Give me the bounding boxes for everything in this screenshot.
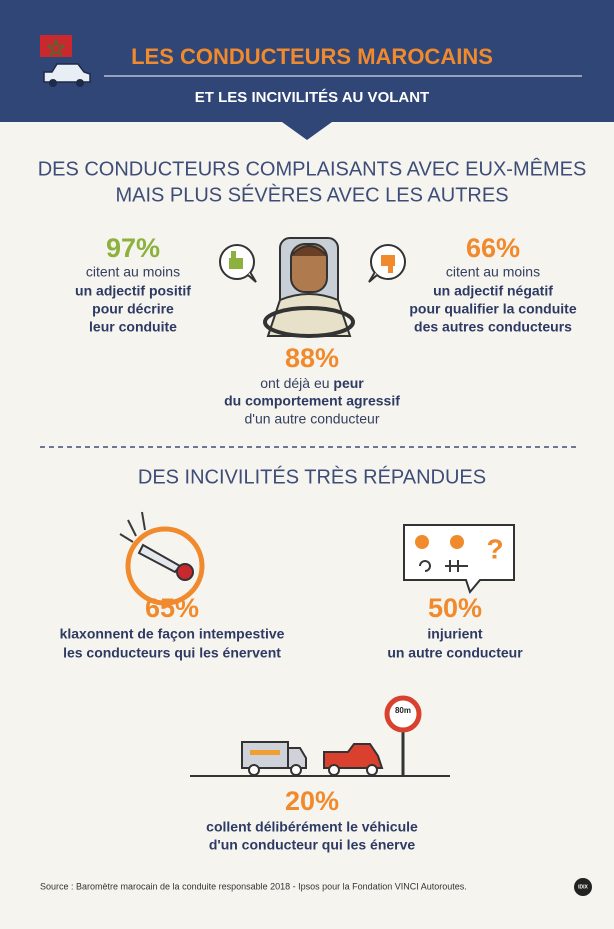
stat-text: citent au moins xyxy=(446,264,540,280)
stat-text: ont déjà eu xyxy=(260,375,329,391)
section-heading: MAIS PLUS SÉVÈRES AVEC LES AUTRES xyxy=(115,183,508,206)
tailgating-icon: 80m xyxy=(190,695,450,777)
stat-text: un autre conducteur xyxy=(387,645,523,661)
source: Source : Baromètre marocain de la condui… xyxy=(40,881,467,891)
flag-star xyxy=(46,38,66,57)
section-heading: DES INCIVILITÉS TRÈS RÉPANDUES xyxy=(138,465,486,488)
section-heading: DES CONDUCTEURS COMPLAISANTS AVEC EUX-MÊ… xyxy=(38,157,587,180)
stat-text: pour décrire xyxy=(92,301,174,317)
stat-value: 88% xyxy=(285,343,339,373)
stat-text: les conducteurs qui les énervent xyxy=(63,645,281,661)
thumbs-up-icon xyxy=(219,244,257,283)
header-band xyxy=(0,0,614,122)
logo xyxy=(574,878,592,896)
flag xyxy=(40,35,72,57)
icon-glyph: ? xyxy=(486,533,503,564)
stat-value: 66% xyxy=(466,233,520,263)
stat-text: citent au moins xyxy=(86,264,180,280)
stat-text: d'un conducteur qui les énerve xyxy=(209,837,416,853)
stat-text: peur xyxy=(333,375,364,391)
stat-value: 50% xyxy=(428,593,482,623)
driver-icon xyxy=(263,237,355,338)
title: LES CONDUCTEURS MAROCAINS xyxy=(131,44,493,69)
logo-text: IDIX xyxy=(578,884,588,890)
stat-value: 97% xyxy=(106,233,160,263)
stat-text: injurient xyxy=(427,626,483,642)
stat-text: des autres conducteurs xyxy=(414,319,572,335)
stat-text: du comportement agressif xyxy=(224,393,400,409)
car-icon xyxy=(43,63,91,87)
stat-text: ont déjà eu peur xyxy=(260,375,364,391)
stat-text: un adjectif négatif xyxy=(433,283,553,299)
stat-text: collent délibérément le véhicule xyxy=(206,819,418,835)
stat-value: 65% xyxy=(145,593,199,623)
stat-text: un adjectif positif xyxy=(75,283,191,299)
stat-value: 20% xyxy=(285,786,339,816)
subtitle: ET LES INCIVILITÉS AU VOLANT xyxy=(195,89,429,106)
horn-icon xyxy=(119,511,205,606)
header-pointer xyxy=(282,122,332,140)
stat-text: pour qualifier la conduite xyxy=(409,301,576,317)
insult-bubble-icon: ? xyxy=(403,524,515,595)
stat-text: klaxonnent de façon intempestive xyxy=(60,626,285,642)
icon-glyph: 80m xyxy=(395,706,411,715)
thumbs-down-icon xyxy=(368,244,406,283)
stat-text: d'un autre conducteur xyxy=(245,411,380,427)
stat-text: leur conduite xyxy=(89,319,177,335)
